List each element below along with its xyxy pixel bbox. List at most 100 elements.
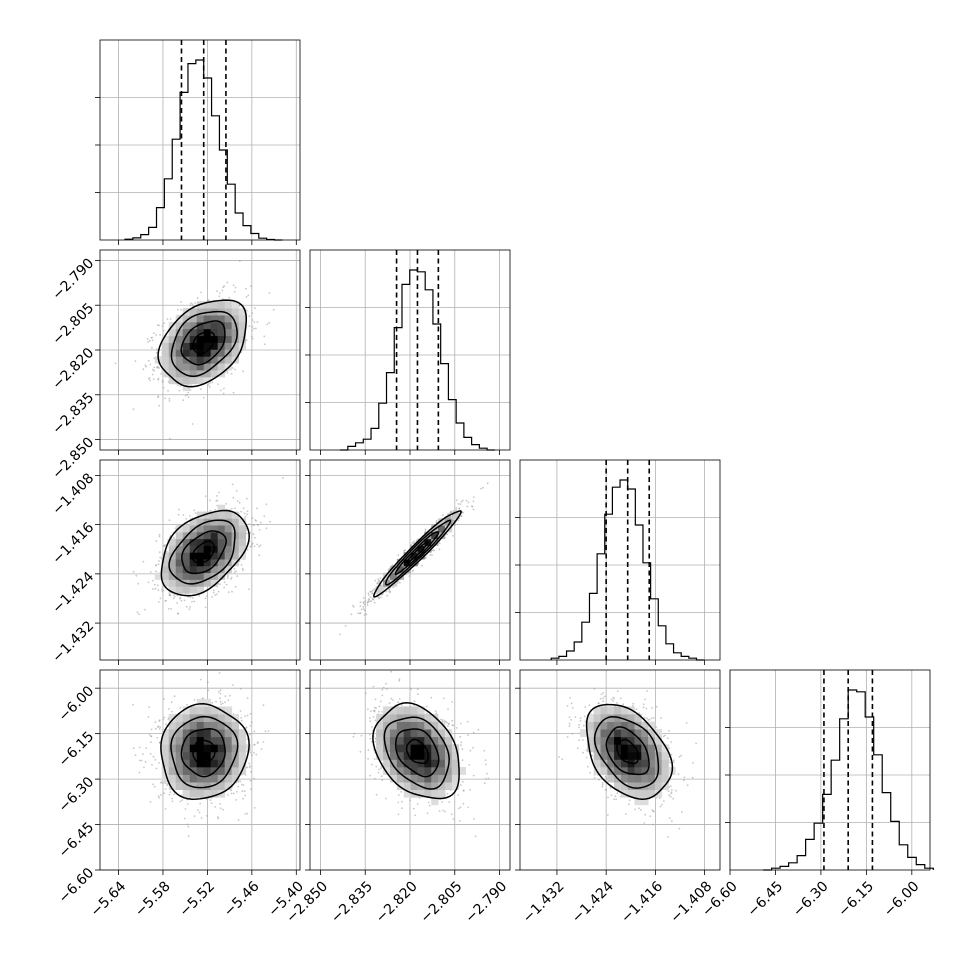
scatter-point	[199, 802, 202, 805]
scatter-point	[168, 519, 171, 522]
scatter-point	[182, 399, 185, 402]
x-tick-label: −2.790	[462, 878, 510, 926]
scatter-point	[425, 705, 428, 708]
scatter-point	[380, 767, 382, 770]
scatter-point	[678, 755, 681, 758]
scatter-point	[644, 813, 647, 816]
scatter-point	[169, 594, 171, 597]
scatter-point	[187, 825, 190, 828]
density-cell	[403, 751, 411, 760]
scatter-point	[234, 368, 237, 371]
scatter-point	[468, 764, 471, 766]
density-cell	[661, 766, 669, 775]
scatter-point	[472, 508, 475, 511]
scatter-point	[242, 370, 245, 373]
density-cell	[182, 363, 191, 371]
scatter-point	[185, 605, 188, 608]
x-tick-label: −2.820	[373, 878, 421, 926]
scatter-point	[668, 730, 670, 732]
scatter-point	[152, 332, 155, 334]
density-cell	[210, 579, 219, 587]
density-cell	[396, 751, 405, 760]
scatter-point	[566, 705, 569, 707]
density-cell	[224, 525, 233, 533]
scatter-point	[169, 791, 172, 794]
density-cell	[175, 370, 184, 378]
y-tick-label: −1.424	[49, 569, 97, 617]
scatter-point	[368, 594, 370, 596]
scatter-point	[138, 746, 141, 749]
density-cell	[431, 774, 439, 783]
density-cell	[586, 736, 595, 745]
density-cell	[203, 698, 212, 707]
density-cell	[403, 782, 411, 791]
density-cell	[444, 766, 453, 775]
density-cell	[438, 518, 446, 526]
density-cell	[410, 552, 418, 560]
density-cell	[224, 721, 233, 730]
density-cell	[203, 572, 212, 580]
scatter-point	[149, 801, 152, 803]
density-cell	[175, 729, 184, 738]
scatter-point	[632, 702, 635, 705]
scatter-point	[404, 549, 406, 552]
scatter-point	[431, 554, 433, 556]
scatter-point	[167, 389, 170, 392]
density-cell	[210, 766, 219, 775]
scatter-point	[604, 695, 606, 698]
scatter-point	[233, 567, 236, 570]
y-tick-label: −6.00	[56, 683, 98, 725]
scatter-point	[263, 343, 266, 346]
scatter-point	[602, 656, 604, 658]
scatter-point	[152, 755, 155, 758]
scatter-point	[239, 780, 242, 783]
scatter-point	[397, 554, 400, 557]
density-cell	[196, 335, 205, 343]
density-cell	[438, 759, 446, 768]
density-cell	[231, 729, 240, 738]
scatter-point	[384, 586, 386, 589]
scatter-point	[235, 490, 238, 492]
scatter-point	[363, 603, 366, 606]
scatter-point	[378, 580, 380, 583]
density-cell	[196, 328, 205, 337]
density-cell	[189, 721, 198, 730]
scatter-point	[226, 370, 228, 373]
density-cell	[168, 714, 177, 722]
density-cell	[196, 766, 205, 775]
scatter-point	[379, 700, 382, 703]
scatter-point	[193, 699, 196, 701]
scatter-point	[452, 818, 455, 820]
scatter-point	[230, 372, 233, 375]
density-cell	[224, 531, 233, 540]
density-cell	[654, 744, 663, 753]
density-panel-3-2	[305, 459, 511, 665]
scatter-point	[258, 554, 261, 557]
scatter-point	[460, 515, 463, 518]
scatter-point	[477, 728, 480, 731]
y-tick-label: −1.432	[49, 618, 97, 666]
density-cell	[161, 370, 170, 378]
density-cell	[607, 759, 615, 768]
density-cell	[648, 751, 656, 760]
density-cell	[600, 736, 608, 745]
scatter-point	[204, 606, 207, 609]
contour-level-1	[616, 738, 639, 765]
density-cell	[451, 766, 460, 775]
density-cell	[417, 729, 425, 738]
scatter-point	[401, 704, 403, 706]
scatter-point	[669, 785, 672, 788]
scatter-point	[459, 735, 461, 738]
scatter-point	[217, 590, 220, 593]
density-cell	[410, 782, 418, 791]
density-cell	[654, 736, 663, 745]
density-cell	[389, 766, 398, 775]
scatter-point	[352, 606, 355, 608]
scatter-point	[253, 743, 256, 746]
x-tick-label: −5.58	[132, 878, 174, 920]
density-cell	[210, 525, 219, 533]
scatter-point	[452, 724, 454, 727]
scatter-point	[138, 613, 140, 616]
density-cell	[161, 349, 170, 357]
density-cell	[238, 328, 247, 337]
